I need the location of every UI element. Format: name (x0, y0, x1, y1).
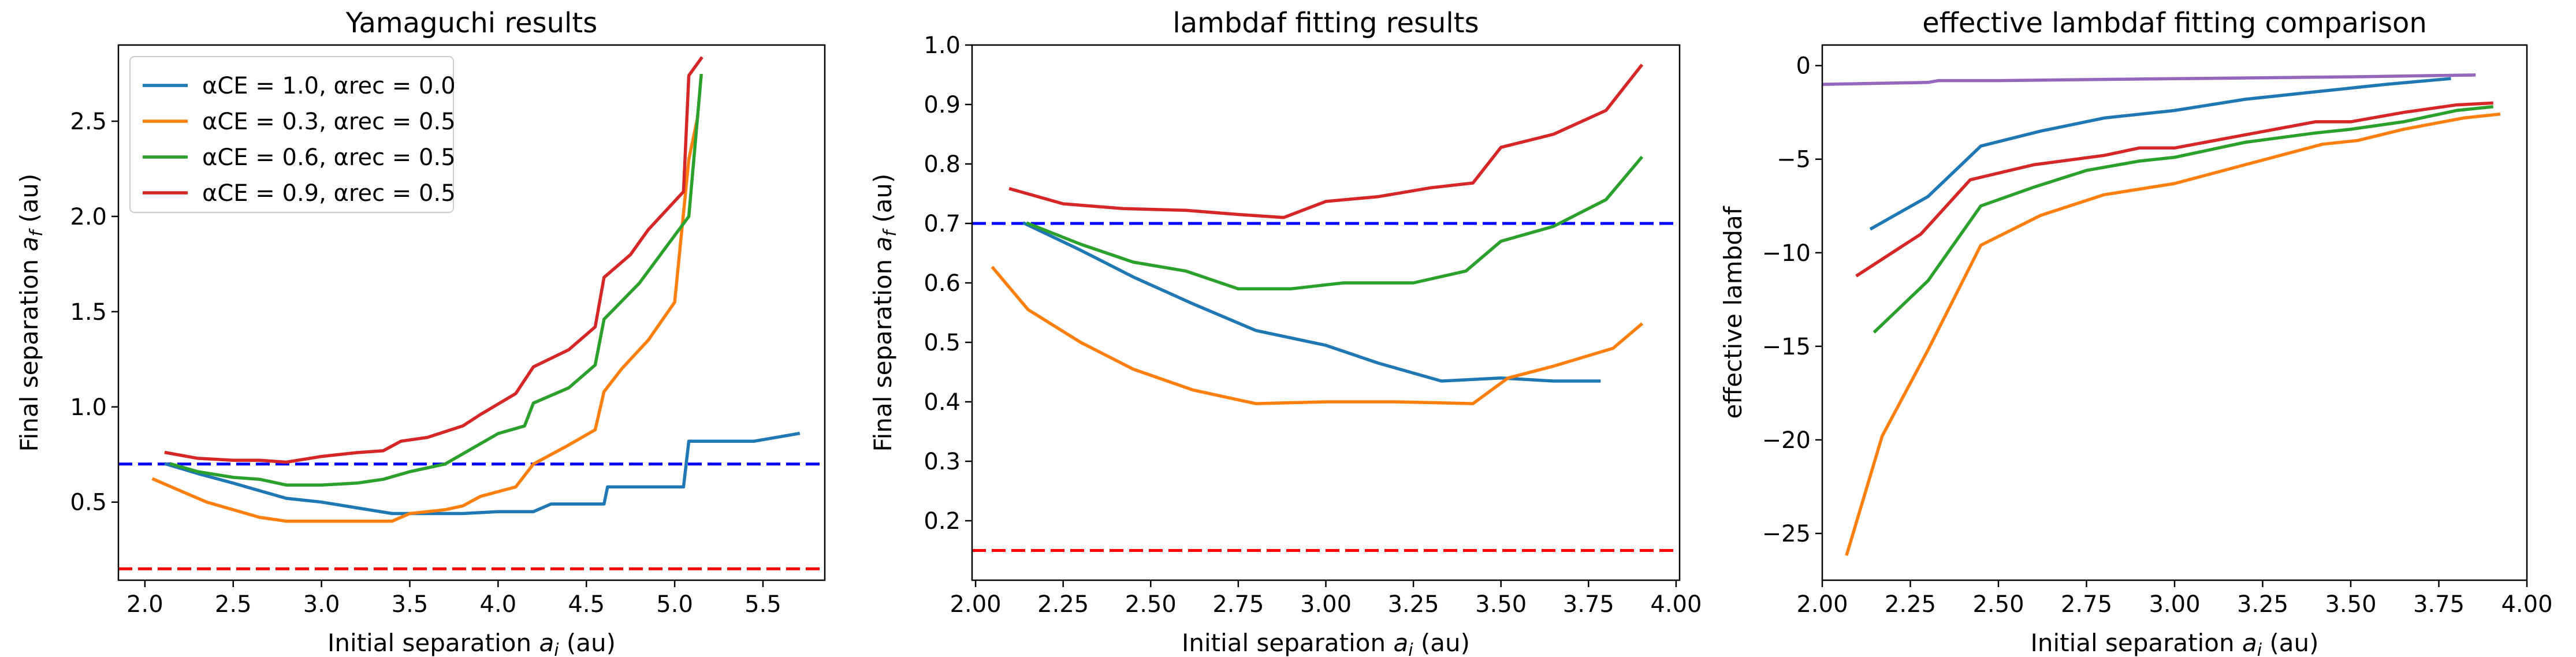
x-axis-label: Initial separation ai (au) (327, 629, 616, 657)
chart-title: Yamaguchi results (345, 7, 597, 39)
x-tick-label: 2.00 (950, 591, 1002, 618)
y-tick-label: −15 (1762, 334, 1811, 360)
y-tick-label: −5 (1777, 147, 1811, 173)
y-tick-label: 0.3 (924, 449, 961, 475)
x-tick-label: 3.00 (2149, 591, 2200, 618)
x-tick-label: 3.50 (1475, 591, 1527, 618)
chart-panel-3: 2.00 2.25 2.50 2.75 3.00 3.25 3.50 3.75 4.00 0 −5 −… (1719, 7, 2553, 657)
x-tick-label: 2.75 (1212, 591, 1264, 618)
y-tick-label: −20 (1762, 427, 1811, 454)
legend-label-4: αCE = 0.9, αrec = 0.5 (202, 180, 456, 207)
series-line-2 (151, 115, 700, 523)
y-tick-label: 0.6 (924, 270, 961, 297)
y-tick-label: −10 (1762, 240, 1811, 267)
x-tick-label: 4.0 (480, 591, 517, 618)
y-tick-label: 0.2 (924, 508, 961, 535)
y-tick-label: −25 (1762, 521, 1811, 547)
y-tick-label: 0.7 (924, 211, 961, 237)
y-tick-label: 0.4 (924, 389, 961, 416)
y-tick-label: 1.0 (924, 32, 961, 59)
x-tick-label: 2.25 (1885, 591, 1936, 618)
x-tick-label: 2.00 (1796, 591, 1848, 618)
x-tick-label: 2.0 (126, 591, 163, 618)
series-line-5 (1845, 112, 2501, 557)
x-tick-label: 5.5 (744, 591, 781, 618)
x-tick-label: 3.75 (1563, 591, 1614, 618)
y-tick-label: 0 (1796, 53, 1811, 80)
x-tick-label: 3.0 (303, 591, 340, 618)
x-tick-label: 3.75 (2413, 591, 2465, 618)
chart-panel-2: 2.00 2.25 2.50 2.75 3.00 3.25 3.50 3.75 4.00 0.2 0… (869, 7, 1702, 657)
y-axis-label: effective lambdaf (1719, 206, 1747, 419)
y-axis-label: Final separation af (au) (15, 174, 47, 452)
x-tick-label: 3.25 (2237, 591, 2288, 618)
chart-title: lambdaf fitting results (1172, 7, 1479, 39)
series-line-3 (169, 73, 703, 487)
x-tick-label: 2.25 (1037, 591, 1089, 618)
legend-label-2: αCE = 0.3, αrec = 0.5 (202, 109, 456, 135)
legend-label-3: αCE = 0.6, αrec = 0.5 (202, 144, 456, 171)
x-tick-label: 2.50 (1125, 591, 1177, 618)
x-tick-label: 4.00 (2501, 591, 2552, 618)
series-line-1 (164, 431, 801, 516)
series-line-2 (1869, 77, 2451, 231)
x-tick-label: 5.0 (656, 591, 693, 618)
y-tick-label: 0.9 (924, 92, 961, 118)
x-tick-label: 3.00 (1300, 591, 1352, 618)
x-tick-label: 4.00 (1650, 591, 1702, 618)
x-tick-label: 2.5 (215, 591, 252, 618)
y-axis-label: Final separation af (au) (869, 174, 900, 452)
x-tick-label: 3.5 (392, 591, 429, 618)
series-line-1 (1822, 73, 2476, 86)
y-tick-label: 1.0 (70, 394, 107, 421)
series-line-4 (1873, 104, 2494, 334)
series-line-3 (1855, 101, 2493, 278)
x-tick-label: 2.75 (2061, 591, 2112, 618)
x-tick-label: 4.5 (568, 591, 605, 618)
legend-box (129, 56, 454, 213)
y-tick-label: 0.5 (924, 330, 961, 356)
x-tick-label: 3.50 (2325, 591, 2376, 618)
y-tick-label: 1.5 (70, 299, 107, 326)
legend: αCE = 1.0, αrec = 0.0 αCE = 0.3, αrec = 0… (129, 56, 456, 213)
series-line-2 (991, 266, 1644, 405)
y-tick-label: 2.5 (70, 109, 107, 135)
x-axis-label: Initial separation ai (au) (2030, 629, 2318, 657)
chart-panel-1: 2.0 2.5 3.0 3.5 4.0 4.5 5.0 5.5 0.5 1.0 1.5 2.0 2.5 Y… (15, 7, 826, 657)
x-tick-label: 3.25 (1388, 591, 1439, 618)
series-line-1 (1022, 221, 1601, 383)
y-tick-label: 2.0 (70, 204, 107, 230)
series-line-4 (1008, 64, 1644, 219)
y-tick-label: 0.8 (924, 151, 961, 178)
y-tick-label: 0.5 (70, 490, 107, 516)
series-line-4 (164, 56, 703, 464)
legend-label-1: αCE = 1.0, αrec = 0.0 (202, 73, 456, 99)
x-tick-label: 2.50 (1972, 591, 2024, 618)
chart-title: effective lambdaf fitting comparison (1922, 7, 2427, 39)
axes-frame (117, 44, 826, 581)
series-line-3 (1026, 155, 1644, 291)
x-axis-label: Initial separation ai (au) (1182, 629, 1470, 657)
